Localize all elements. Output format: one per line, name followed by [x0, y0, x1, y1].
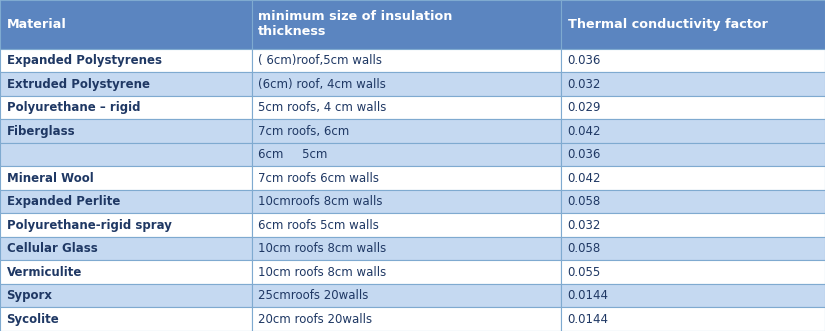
Text: 10cm roofs 8cm walls: 10cm roofs 8cm walls [258, 266, 386, 279]
Text: 10cm roofs 8cm walls: 10cm roofs 8cm walls [258, 242, 386, 255]
Bar [252, 166, 561, 190]
Text: ( 6cm)roof,5cm walls: ( 6cm)roof,5cm walls [258, 54, 382, 67]
Text: 7cm roofs 6cm walls: 7cm roofs 6cm walls [258, 172, 380, 185]
Text: 0.032: 0.032 [568, 219, 601, 232]
Bar [252, 213, 561, 237]
Text: Vermiculite: Vermiculite [7, 266, 82, 279]
Text: 0.058: 0.058 [568, 242, 601, 255]
Bar [0, 0, 252, 49]
Bar [561, 237, 825, 260]
Text: 0.0144: 0.0144 [568, 289, 609, 302]
Text: 0.036: 0.036 [568, 148, 601, 161]
Text: Cellular Glass: Cellular Glass [7, 242, 97, 255]
Bar [0, 119, 252, 143]
Bar [561, 166, 825, 190]
Bar [561, 72, 825, 96]
Text: 0.042: 0.042 [568, 172, 601, 185]
Bar [252, 119, 561, 143]
Bar [0, 260, 252, 284]
Text: 0.029: 0.029 [568, 101, 601, 114]
Bar [0, 237, 252, 260]
Text: 25cmroofs 20walls: 25cmroofs 20walls [258, 289, 369, 302]
Text: 0.032: 0.032 [568, 78, 601, 91]
Bar [252, 190, 561, 213]
Text: 5cm roofs, 4 cm walls: 5cm roofs, 4 cm walls [258, 101, 387, 114]
Bar [0, 284, 252, 307]
Text: 0.0144: 0.0144 [568, 313, 609, 326]
Text: Material: Material [7, 18, 67, 31]
Bar [252, 0, 561, 49]
Text: Sycolite: Sycolite [7, 313, 59, 326]
Text: 0.042: 0.042 [568, 125, 601, 138]
Bar [252, 72, 561, 96]
Bar [252, 284, 561, 307]
Text: 20cm roofs 20walls: 20cm roofs 20walls [258, 313, 372, 326]
Text: minimum size of insulation
thickness: minimum size of insulation thickness [258, 11, 453, 38]
Bar [0, 166, 252, 190]
Bar [561, 307, 825, 331]
Text: Extruded Polystyrene: Extruded Polystyrene [7, 78, 149, 91]
Bar [561, 260, 825, 284]
Text: Mineral Wool: Mineral Wool [7, 172, 93, 185]
Text: Expanded Perlite: Expanded Perlite [7, 195, 120, 208]
Bar [252, 307, 561, 331]
Text: 6cm     5cm: 6cm 5cm [258, 148, 328, 161]
Bar [561, 143, 825, 166]
Bar [561, 96, 825, 119]
Bar [252, 96, 561, 119]
Bar [0, 49, 252, 72]
Text: Expanded Polystyrenes: Expanded Polystyrenes [7, 54, 162, 67]
Text: Syporx: Syporx [7, 289, 53, 302]
Text: (6cm) roof, 4cm walls: (6cm) roof, 4cm walls [258, 78, 386, 91]
Bar [561, 190, 825, 213]
Bar [0, 96, 252, 119]
Bar [0, 72, 252, 96]
Bar [0, 143, 252, 166]
Text: 0.055: 0.055 [568, 266, 601, 279]
Bar [561, 213, 825, 237]
Bar [252, 237, 561, 260]
Bar [252, 260, 561, 284]
Bar [252, 143, 561, 166]
Text: Fiberglass: Fiberglass [7, 125, 75, 138]
Text: 0.036: 0.036 [568, 54, 601, 67]
Text: Polyurethane-rigid spray: Polyurethane-rigid spray [7, 219, 172, 232]
Text: 0.058: 0.058 [568, 195, 601, 208]
Text: 10cmroofs 8cm walls: 10cmroofs 8cm walls [258, 195, 383, 208]
Text: Thermal conductivity factor: Thermal conductivity factor [568, 18, 767, 31]
Bar [561, 119, 825, 143]
Bar [0, 190, 252, 213]
Text: Polyurethane – rigid: Polyurethane – rigid [7, 101, 140, 114]
Text: 6cm roofs 5cm walls: 6cm roofs 5cm walls [258, 219, 380, 232]
Bar [0, 307, 252, 331]
Bar [561, 49, 825, 72]
Bar [252, 49, 561, 72]
Bar [561, 284, 825, 307]
Text: 7cm roofs, 6cm: 7cm roofs, 6cm [258, 125, 350, 138]
Bar [0, 213, 252, 237]
Bar [561, 0, 825, 49]
